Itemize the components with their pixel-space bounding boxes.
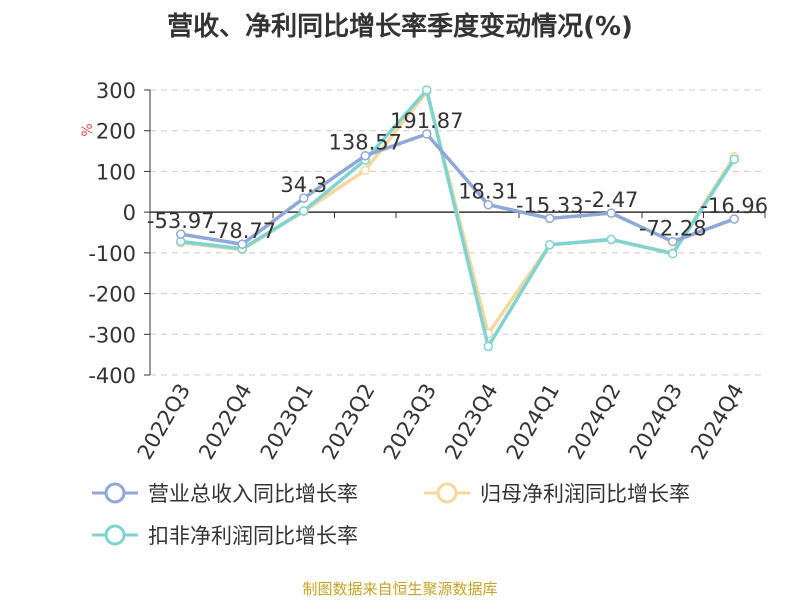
data-point — [360, 150, 370, 161]
data-label: 138.57 — [329, 131, 402, 155]
y-tick-label: 300 — [96, 79, 136, 103]
legend-label-revenue: 营业总收入同比增长率 — [148, 482, 358, 506]
legend-label-parent-profit: 归母净利润同比增长率 — [480, 482, 690, 506]
data-label: -72.28 — [639, 217, 707, 241]
data-label: -16.96 — [700, 194, 768, 218]
x-tick-label: 2023Q3 — [379, 380, 441, 464]
data-label: 34.3 — [280, 173, 327, 197]
data-point — [422, 129, 432, 139]
x-tick-label: 2024Q3 — [625, 380, 687, 464]
grid-layer — [150, 89, 765, 376]
legend-label-deducted-profit: 扣非净利润同比增长率 — [148, 524, 358, 548]
data-label: -2.47 — [584, 188, 638, 212]
x-tick-label: 2023Q4 — [440, 380, 502, 464]
data-point — [668, 248, 678, 259]
x-tick-label: 2023Q2 — [317, 380, 379, 464]
x-tick-label: 2024Q1 — [502, 380, 564, 464]
x-tick-label: 2022Q4 — [194, 380, 256, 464]
chart-title: 营收、净利同比增长率季度变动情况(%) — [167, 12, 633, 42]
data-point — [176, 229, 186, 239]
data-label-layer: -53.97-78.7734.3138.57191.8718.31-15.33-… — [147, 109, 768, 243]
legend-item-revenue[interactable]: 营业总收入同比增长率 — [90, 478, 358, 508]
y-tick-label: -100 — [88, 242, 136, 266]
legend-deducted-profit-icon — [92, 524, 138, 546]
data-point — [299, 206, 309, 216]
y-tick-label: -400 — [88, 364, 136, 388]
y-tick-label: -200 — [88, 283, 136, 307]
data-point — [422, 85, 432, 95]
data-point — [545, 213, 555, 224]
data-label: -15.33 — [516, 193, 584, 217]
data-label: 191.87 — [390, 109, 463, 133]
legend-item-deducted-profit[interactable]: 扣非净利润同比增长率 — [90, 520, 358, 550]
data-label: -53.97 — [147, 209, 215, 233]
x-tick-label: 2022Q3 — [133, 380, 195, 464]
x-tick-label: 2024Q2 — [563, 380, 625, 464]
x-tick-label: 2023Q1 — [256, 380, 318, 464]
data-point — [729, 154, 739, 164]
data-label: 18.31 — [458, 180, 518, 204]
series-line — [180, 88, 736, 349]
y-tick-label: 0 — [123, 201, 136, 225]
data-point — [483, 341, 493, 352]
data-point — [606, 234, 616, 245]
y-tick-label: 200 — [96, 120, 136, 144]
data-point — [545, 239, 555, 250]
x-tick-label: 2024Q4 — [686, 380, 748, 464]
series-line — [180, 132, 735, 246]
data-point — [360, 165, 370, 175]
data-label: -78.77 — [208, 219, 276, 243]
legend-parent-profit-icon — [424, 482, 470, 504]
data-point — [606, 208, 616, 218]
source-note: 制图数据来自恒生聚源数据库 — [302, 580, 498, 598]
y-tick-label: -300 — [88, 323, 136, 347]
y-axis-title: % — [80, 123, 96, 136]
data-point — [237, 239, 247, 249]
legend-revenue-icon — [92, 482, 138, 504]
legend-item-parent-profit[interactable]: 归母净利润同比增长率 — [422, 478, 690, 508]
data-point — [668, 236, 678, 247]
series-layer — [176, 85, 739, 352]
data-point — [729, 214, 739, 224]
data-point — [483, 199, 493, 210]
y-tick-label: 100 — [96, 160, 136, 184]
data-point — [299, 193, 309, 203]
